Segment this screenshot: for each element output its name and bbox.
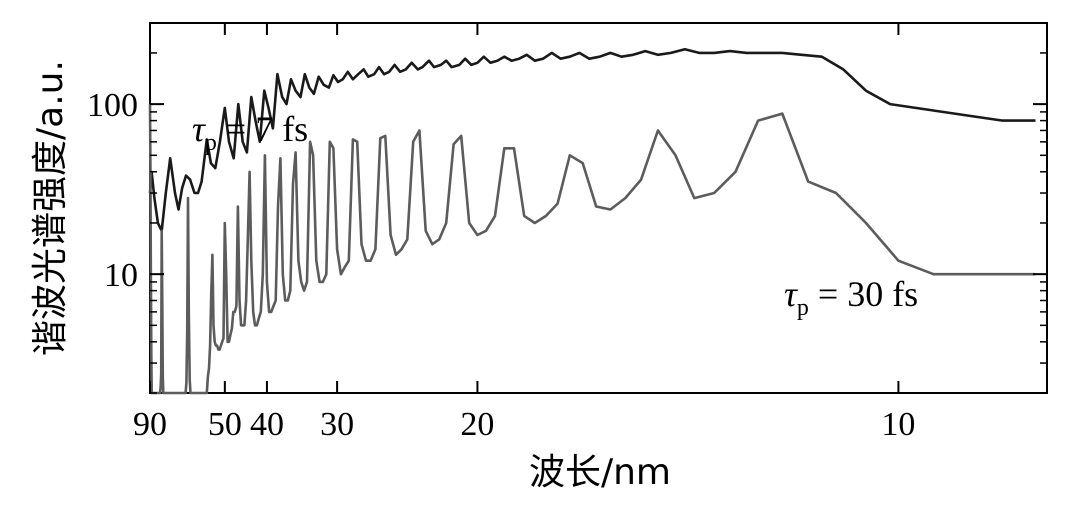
annotation-tp-7fs-symbol: τ <box>192 109 206 149</box>
x-tick-label: 10 <box>881 406 915 443</box>
annotation-tp-7fs-sub: p <box>205 130 217 156</box>
annotation-tp-7fs: τp = 7 fs <box>192 109 308 156</box>
annotation-tp-30fs: τp = 30 fs <box>784 274 918 321</box>
x-tick-label: 90 <box>133 406 167 443</box>
y-tick-label: 100 <box>87 87 138 124</box>
x-tick-label: 50 <box>208 406 242 443</box>
y-tick-label: 10 <box>104 257 138 294</box>
x-tick-label: 20 <box>460 406 494 443</box>
x-tick-label: 40 <box>250 406 284 443</box>
annotation-tp-30fs-symbol: τ <box>784 274 798 314</box>
x-tick-label: 30 <box>320 406 354 443</box>
x-axis-label: 波长/nm <box>529 452 671 493</box>
y-axis-label: 谐波光谱强度/a.u. <box>30 60 71 356</box>
annotation-tp-7fs-text: = 7 fs <box>217 109 308 149</box>
annotation-tp-30fs-sub: p <box>797 295 809 321</box>
series-layer <box>150 49 1036 393</box>
annotation-tp-30fs-text: = 30 fs <box>809 274 918 314</box>
